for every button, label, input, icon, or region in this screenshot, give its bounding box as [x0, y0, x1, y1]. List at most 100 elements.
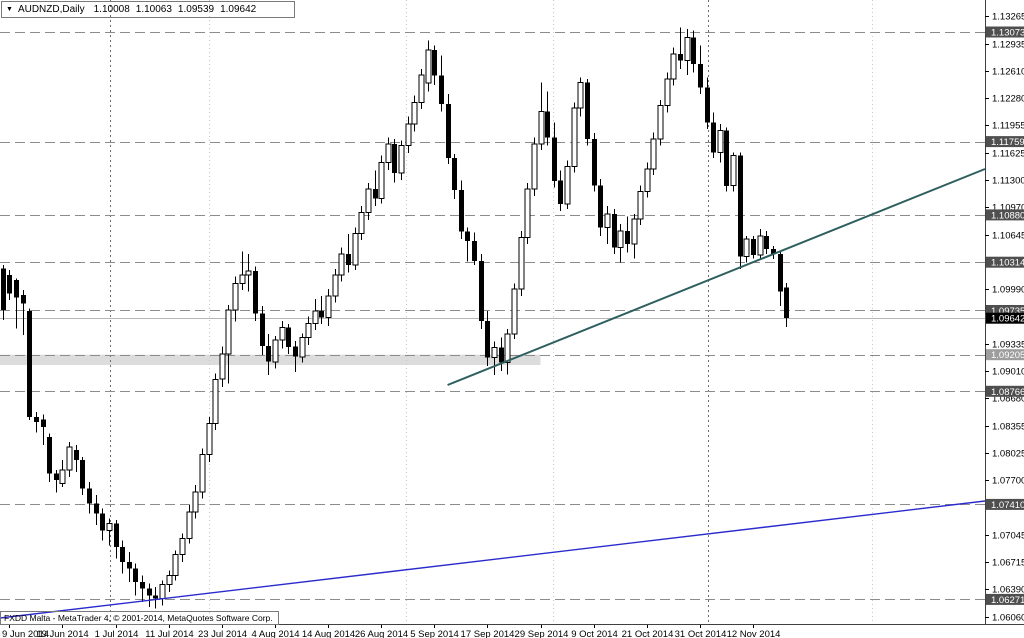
candle [691, 30, 696, 73]
candle [34, 411, 39, 433]
chart-title-bar: ▼ AUDNZD,Daily 1.10008 1.10063 1.09539 1… [1, 1, 295, 18]
date-tick-label: 9 Jun 2014 [2, 629, 49, 638]
price-tick-label: 1.12935 [992, 40, 1024, 51]
candle [724, 127, 729, 192]
close-quote: 1.09642 [220, 4, 257, 15]
candle [166, 570, 173, 592]
candle [398, 140, 405, 180]
candle [405, 116, 412, 154]
candle [446, 94, 451, 165]
candle [705, 77, 710, 129]
date-tick-label: 1 Jul 2014 [95, 629, 139, 638]
price-tick-label: 1.07045 [992, 531, 1024, 542]
candle [219, 346, 226, 387]
level-label-box [986, 256, 1024, 268]
date-tick-label: 21 Oct 2014 [622, 629, 674, 638]
price-tick-label: 1.08025 [992, 449, 1024, 460]
candle [657, 99, 664, 146]
date-tick-label: 26 Aug 2014 [355, 629, 408, 638]
candle [411, 95, 418, 132]
candle [698, 45, 703, 94]
candle [717, 124, 724, 163]
level-label-text: 1.08766 [991, 387, 1024, 398]
candle [631, 214, 638, 259]
candle [319, 295, 324, 325]
price-tick-label: 1.11955 [992, 121, 1024, 132]
price-tick-label: 1.10645 [992, 231, 1024, 242]
candle [650, 132, 657, 175]
level-label-box [986, 385, 1024, 397]
candle [684, 28, 691, 75]
candle [133, 563, 138, 596]
date-tick-label: 4 Aug 2014 [251, 629, 299, 638]
candle [140, 575, 145, 602]
candle [153, 587, 158, 609]
date-tick-label: 9 Oct 2014 [571, 629, 617, 638]
price-tick-label: 1.11300 [992, 176, 1024, 187]
candle [757, 229, 764, 260]
level-label-box [986, 136, 1024, 148]
candle [479, 254, 484, 330]
price-tick-label: 1.13265 [992, 12, 1024, 23]
candle [27, 308, 32, 421]
high-quote: 1.10063 [135, 4, 172, 15]
level-label-text: 1.09735 [991, 306, 1024, 317]
candle [392, 139, 397, 183]
candle [491, 341, 498, 376]
price-tick-label: 1.09990 [992, 285, 1024, 296]
candle [778, 251, 783, 306]
candle [245, 254, 252, 292]
candle [7, 270, 12, 300]
chart-dropdown-icon[interactable]: ▼ [6, 6, 13, 13]
current-price-label-box [986, 312, 1024, 324]
candle [452, 154, 457, 200]
candle [545, 91, 550, 146]
candle [637, 185, 644, 225]
candle [465, 227, 470, 262]
candle [59, 460, 66, 487]
candle [54, 470, 59, 493]
candle [346, 234, 351, 273]
price-tick-label: 1.06060 [992, 613, 1024, 624]
candle [564, 160, 571, 210]
candle [206, 416, 213, 462]
candle [114, 520, 119, 559]
long-term-trendline-blue[interactable] [0, 500, 986, 619]
candle [266, 334, 271, 376]
candle [21, 290, 26, 336]
level-label-box [986, 349, 1024, 361]
candle [644, 162, 651, 198]
candle [106, 518, 113, 546]
candle [1, 265, 6, 320]
open-quote: 1.10008 [93, 4, 130, 15]
candle [499, 337, 504, 371]
candle [378, 155, 385, 204]
candle [585, 79, 590, 146]
candle [617, 224, 624, 263]
symbol-timeframe-label: AUDNZD,Daily [17, 4, 85, 15]
level-label-text: 1.09205 [991, 350, 1024, 361]
level-label-box [986, 498, 1024, 510]
horizontal-level-lines[interactable] [0, 32, 985, 600]
candle [87, 481, 92, 514]
date-tick-label: 5 Sep 2014 [410, 629, 459, 638]
candle [159, 580, 166, 606]
level-label-text: 1.06271 [991, 595, 1024, 606]
price-tick-label: 1.12280 [992, 94, 1024, 105]
candle [592, 133, 597, 192]
candle [272, 335, 279, 369]
vertical-gridlines [110, 0, 873, 624]
candle [80, 456, 85, 496]
candle [332, 269, 339, 303]
terminal-copyright-label: FXDD Malta - MetaTrader 4, © 2001-2014, … [0, 611, 279, 625]
support-trendline-teal[interactable] [447, 168, 986, 386]
candle [738, 152, 743, 270]
date-tick-label: 29 Sep 2014 [515, 629, 569, 638]
current-price-label-text: 1.09642 [991, 314, 1024, 325]
candle [418, 69, 425, 109]
candle [253, 266, 258, 321]
candle [432, 45, 437, 85]
